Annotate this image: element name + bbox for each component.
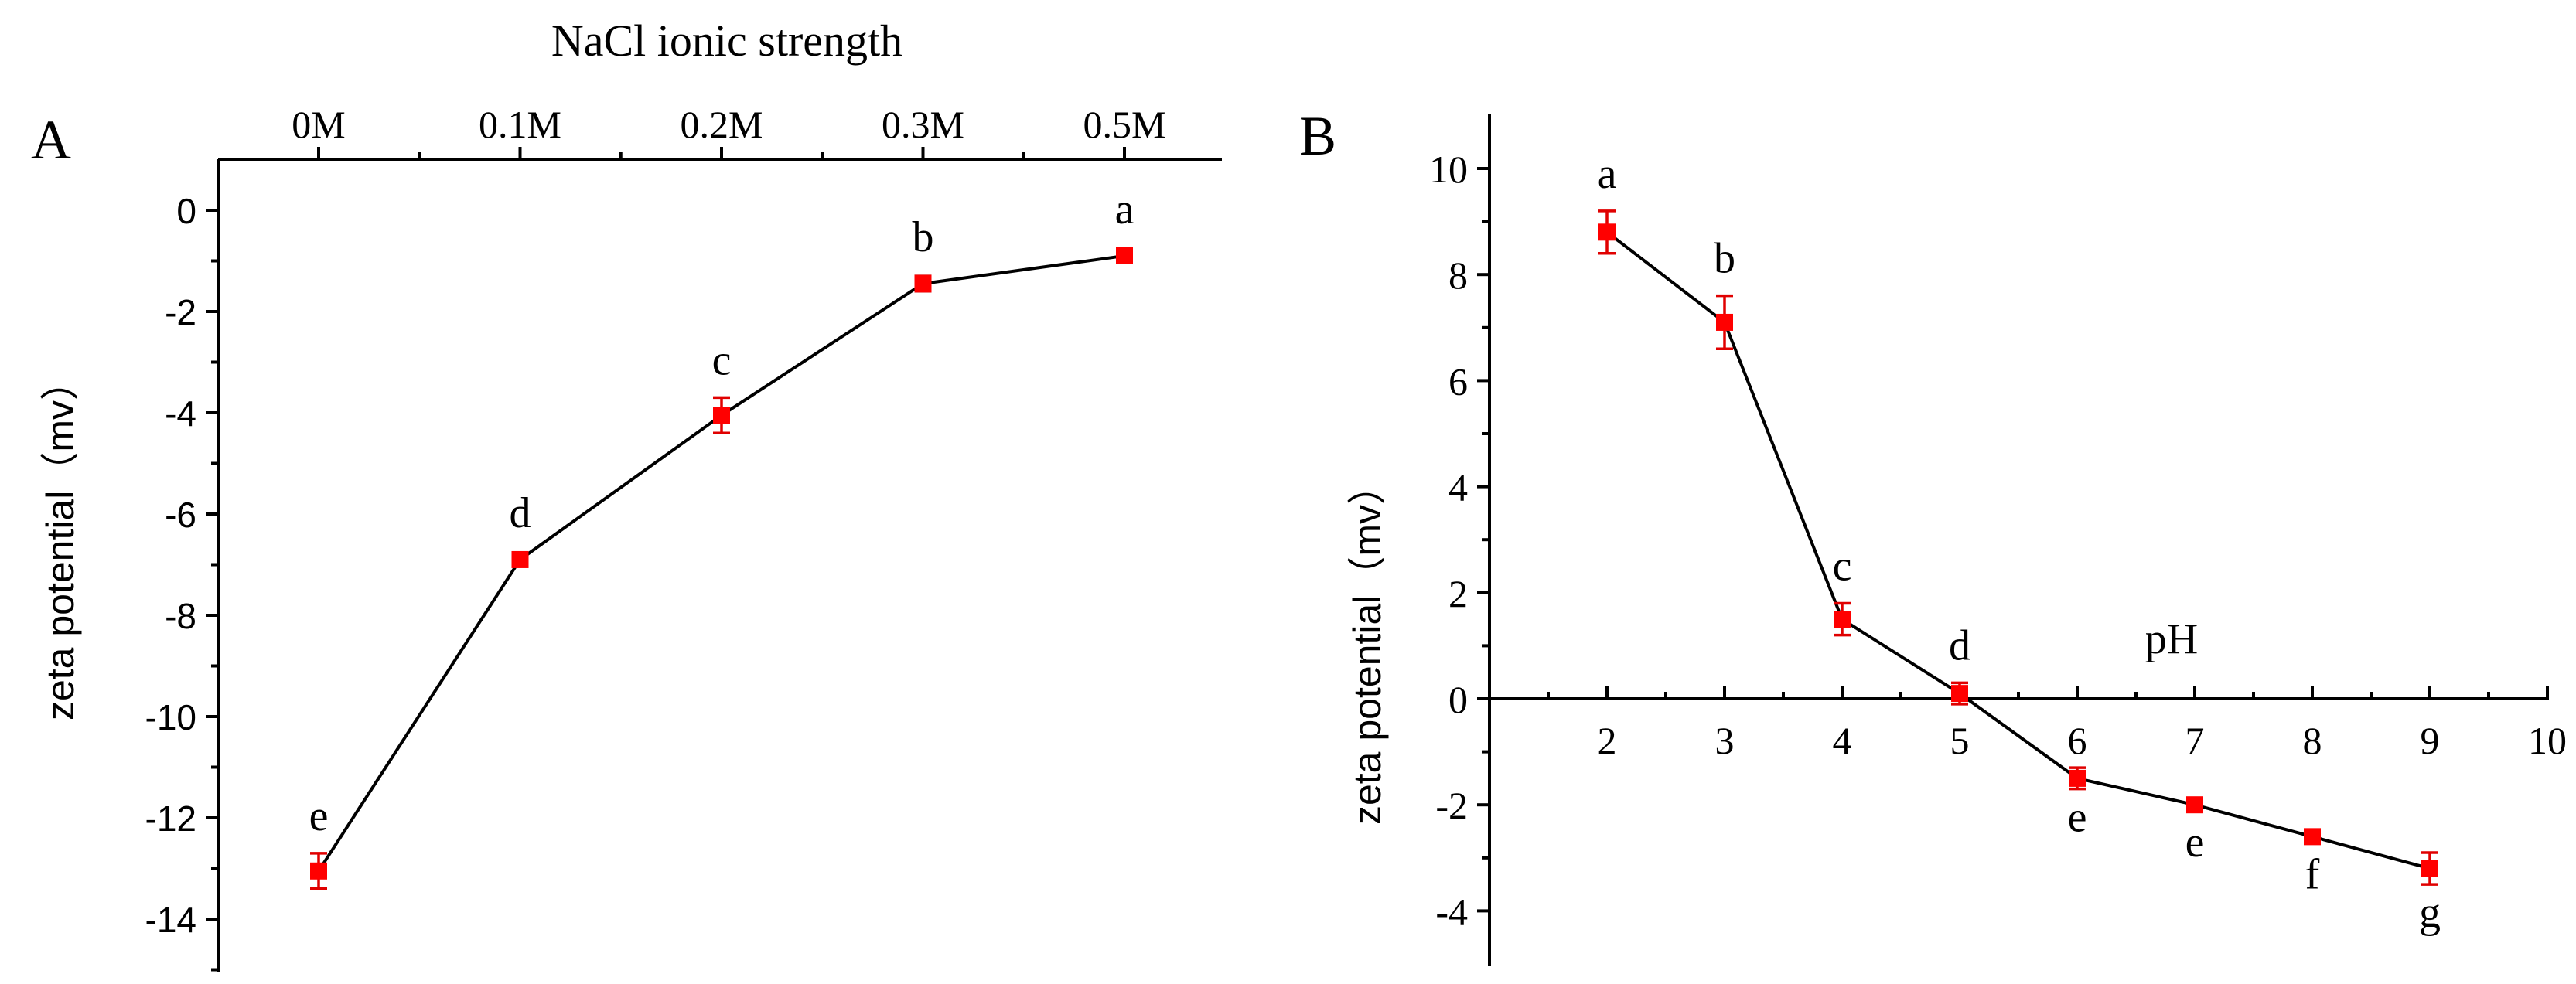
panel-b-series-line: [1605, 230, 2431, 870]
panel-b-significance-letter: e: [2185, 819, 2205, 867]
panel-a-series: e d c b a: [309, 186, 1134, 890]
panel-b-label: B: [1299, 105, 1336, 167]
panel-b-y-tick-label: 4: [1448, 466, 1468, 509]
panel-a-y-tick-label: -10: [145, 697, 196, 737]
panel-a-data-point: [511, 550, 529, 568]
panel-a-label: A: [31, 109, 71, 171]
panel-a-data-point: [310, 862, 327, 880]
panel-a-y-tick-label: -2: [165, 292, 196, 332]
panel-b-y-tick-label: 0: [1448, 678, 1468, 721]
panel-b-x-tick-label: 4: [1833, 719, 1852, 762]
panel-b-y-ticks: 10 8 6 4 2 0 -2 -4: [1429, 148, 1489, 933]
panel-a-data-point: [914, 274, 932, 292]
panel-a-y-tick-label: -4: [165, 393, 196, 434]
panel-b-x-ticks: 2 3 4 5 6 7 8 9 10: [1547, 686, 2567, 762]
panel-a-significance-letter: e: [309, 792, 329, 840]
panel-b-x-tick-label: 8: [2303, 719, 2322, 762]
panel-a-y-tick-label: -12: [145, 798, 196, 839]
panel-b-y-tick-label: -2: [1435, 784, 1468, 827]
panel-a-y-tick-label: -14: [145, 900, 196, 940]
panel-a: A NaCl ionic strength zeta potential（mv）…: [31, 15, 1222, 972]
panel-b-data-point: [1716, 313, 1733, 331]
panel-b-significance-letter: a: [1598, 150, 1617, 198]
panel-b-data-point: [2069, 769, 2086, 787]
panel-b-data-point: [2186, 796, 2203, 814]
panel-b-x-axis-title: pH: [2145, 615, 2198, 663]
panel-b-x-tick-label: 10: [2528, 719, 2567, 762]
panel-b-data-point: [2421, 860, 2438, 877]
panel-b-data-point: [1598, 223, 1616, 241]
panel-a-x-tick-label: 0M: [292, 103, 345, 146]
panel-b-series: a b c d e e f g: [1598, 150, 2441, 937]
panel-a-x-tick-label: 0.1M: [479, 103, 561, 146]
panel-b-x-tick-label: 5: [1950, 719, 1970, 762]
panel-a-x-ticks: 0M 0.1M 0.2M 0.3M 0.5M: [292, 103, 1165, 159]
panel-a-data-point: [713, 407, 730, 424]
panel-a-significance-letter: c: [712, 336, 732, 384]
panel-b-x-tick-label: 6: [2068, 719, 2087, 762]
panel-b-significance-letter: f: [2305, 850, 2320, 898]
panel-b-y-tick-label: 2: [1448, 572, 1468, 615]
panel-b-x-tick-label: 3: [1715, 719, 1735, 762]
panel-a-x-tick-label: 0.5M: [1083, 103, 1166, 146]
panel-a-y-tick-label: -6: [165, 495, 196, 535]
panel-a-x-axis-title: NaCl ionic strength: [551, 15, 902, 66]
panel-a-y-tick-label: 0: [176, 191, 196, 231]
panel-b-significance-letter: d: [1949, 621, 1970, 669]
panel-b-x-tick-label: 7: [2185, 719, 2205, 762]
panel-b-significance-letter: c: [1833, 543, 1852, 591]
panel-b: B pH zeta potential（mv） 2 3 4 5 6 7 8 9 10 10 8 6 4…: [1299, 105, 2567, 966]
panel-b-y-tick-label: 10: [1429, 148, 1468, 191]
panel-b-x-tick-label: 2: [1598, 719, 1617, 762]
panel-b-y-tick-label: 8: [1448, 254, 1468, 297]
panel-b-x-tick-label: 9: [2421, 719, 2440, 762]
panel-a-significance-letter: a: [1115, 186, 1134, 233]
panel-b-data-point: [1951, 685, 1968, 703]
panel-b-y-tick-label: -4: [1435, 890, 1468, 933]
panel-b-y-axis-title: zeta potential（mv）: [1346, 466, 1389, 825]
panel-b-data-point: [1834, 611, 1851, 628]
panel-b-significance-letter: e: [2068, 794, 2087, 842]
panel-a-y-ticks: 0 -2 -4 -6 -8 -10 -12 -14: [145, 191, 218, 972]
panel-a-data-point: [1116, 247, 1133, 264]
panel-a-y-axis-title: zeta potential（mv）: [39, 362, 82, 720]
panel-b-data-point: [2304, 828, 2321, 846]
panel-b-significance-letter: b: [1714, 235, 1735, 283]
panel-b-y-tick-label: 6: [1448, 359, 1468, 403]
panel-a-significance-letter: b: [913, 213, 934, 261]
panel-a-significance-letter: d: [510, 489, 531, 537]
panel-a-x-tick-label: 0.2M: [681, 103, 763, 146]
panel-b-significance-letter: g: [2419, 889, 2441, 937]
panel-a-y-tick-label: -8: [165, 596, 196, 636]
panel-a-x-tick-label: 0.3M: [882, 103, 964, 146]
